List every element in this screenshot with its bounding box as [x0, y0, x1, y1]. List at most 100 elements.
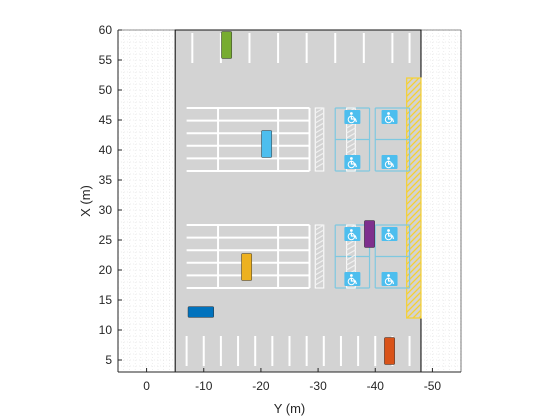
vehicle-1	[221, 31, 233, 59]
accessible-icon-wheel	[347, 115, 356, 124]
access-aisle-hatch	[314, 162, 325, 169]
access-aisle-hatch	[346, 127, 356, 134]
hatch-stroke	[406, 78, 420, 91]
accessible-icon-box	[344, 272, 361, 286]
vehicle-5	[187, 306, 215, 318]
hatch-stroke	[406, 201, 421, 217]
vehicle-3	[241, 253, 253, 281]
accessible-icon-wheel	[384, 232, 393, 241]
y-tick-label: 50	[99, 83, 113, 97]
access-aisle-hatch	[346, 244, 356, 251]
hatch-stroke	[406, 183, 421, 199]
hatch-stroke	[406, 78, 414, 85]
hatch-stroke	[406, 189, 421, 205]
vehicle-6	[384, 337, 395, 365]
accessible-icon-head	[349, 229, 353, 232]
y-tick-label: 40	[99, 143, 113, 157]
access-aisle-border	[314, 224, 325, 289]
hatch-stroke	[406, 195, 421, 211]
access-aisle-hatch	[346, 249, 356, 256]
accessible-icon-head	[387, 274, 390, 277]
x-axis-label: Y (m)	[274, 401, 306, 416]
hatch-stroke	[406, 177, 421, 193]
access-aisle-hatch	[346, 264, 356, 271]
y-axis-label: X (m)	[78, 185, 93, 217]
lane-markings	[185, 33, 411, 366]
access-aisle-border	[346, 107, 356, 172]
hatch-stroke	[412, 309, 421, 318]
accessible-icon-body	[387, 160, 395, 168]
access-aisle-hatch	[346, 259, 356, 266]
access-aisle-hatch	[314, 244, 325, 251]
accessible-icon-box	[381, 272, 398, 286]
access-aisle-hatch	[314, 157, 325, 164]
y-tick-label: 55	[99, 53, 113, 67]
access-aisle-hatch	[314, 127, 325, 134]
access-aisle-hatch	[314, 112, 325, 119]
vehicle-2	[261, 130, 273, 158]
accessible-icon-box	[344, 155, 361, 169]
access-aisle-hatch	[314, 279, 325, 286]
y-tick-label: 5	[105, 353, 112, 367]
accessible-icon-body	[350, 232, 357, 240]
x-tick-label: -30	[309, 379, 327, 393]
access-aisle-hatch	[346, 137, 356, 144]
hatch-stroke	[406, 297, 421, 313]
accessible-icon-wheel	[384, 115, 393, 124]
hatch-stroke	[406, 93, 421, 109]
access-aisle-hatch	[346, 142, 356, 149]
access-aisle-hatch	[314, 132, 325, 139]
accessible-icon-head	[387, 112, 390, 115]
hatch-stroke	[406, 279, 421, 295]
y-tick-label: 10	[99, 323, 113, 337]
accessible-icon-wheel	[347, 277, 356, 286]
access-aisle-hatch	[314, 264, 325, 271]
accessible-icon-head	[349, 157, 353, 160]
hatch-stroke	[406, 291, 421, 307]
access-aisle-hatch	[314, 229, 325, 236]
axes-frame	[117, 29, 462, 373]
y-tick-label: 25	[99, 233, 113, 247]
accessible-icon-box	[381, 155, 398, 169]
vehicles	[187, 31, 395, 365]
hatch-stroke	[406, 285, 421, 301]
parking-lot	[174, 29, 422, 373]
accessible-icon-head	[349, 112, 353, 115]
accessible-icon-wheel	[384, 160, 393, 169]
hatch-stroke	[406, 165, 421, 181]
access-aisle-hatch	[314, 142, 325, 149]
access-aisle-border	[346, 224, 356, 289]
accessible-icon-box	[381, 110, 398, 124]
x-tick-label: -20	[252, 379, 270, 393]
access-aisle-hatch	[314, 249, 325, 256]
lot-surface	[174, 29, 422, 373]
access-aisle-hatch	[346, 147, 356, 154]
access-aisle-hatch	[314, 122, 325, 129]
accessible-icon-body	[350, 160, 357, 168]
access-aisle-hatch	[314, 234, 325, 241]
hatch-stroke	[406, 159, 421, 175]
y-tick-label: 20	[99, 263, 113, 277]
hatch-stroke	[406, 171, 421, 187]
access-aisle-hatch	[314, 254, 325, 261]
access-aisle-hatch	[314, 224, 325, 231]
access-aisle-hatch	[314, 239, 325, 246]
hatch-stroke	[406, 81, 421, 97]
access-aisle-hatch	[346, 132, 356, 139]
accessible-icon-body	[350, 277, 357, 285]
accessible-icon-box	[381, 227, 398, 241]
accessible-icon-wheel	[347, 160, 356, 169]
y-tick-label: 15	[99, 293, 113, 307]
y-tick-label: 30	[99, 203, 113, 217]
y-tick-label: 35	[99, 173, 113, 187]
access-aisle-hatch	[314, 269, 325, 276]
accessible-icon-body	[387, 277, 395, 285]
x-tick-label: -10	[195, 379, 213, 393]
accessible-icon-box	[344, 227, 361, 241]
access-aisle-hatch	[314, 259, 325, 266]
access-aisle-hatch	[314, 274, 325, 281]
y-tick-label: 45	[99, 113, 113, 127]
access-aisle-hatch	[346, 254, 356, 261]
